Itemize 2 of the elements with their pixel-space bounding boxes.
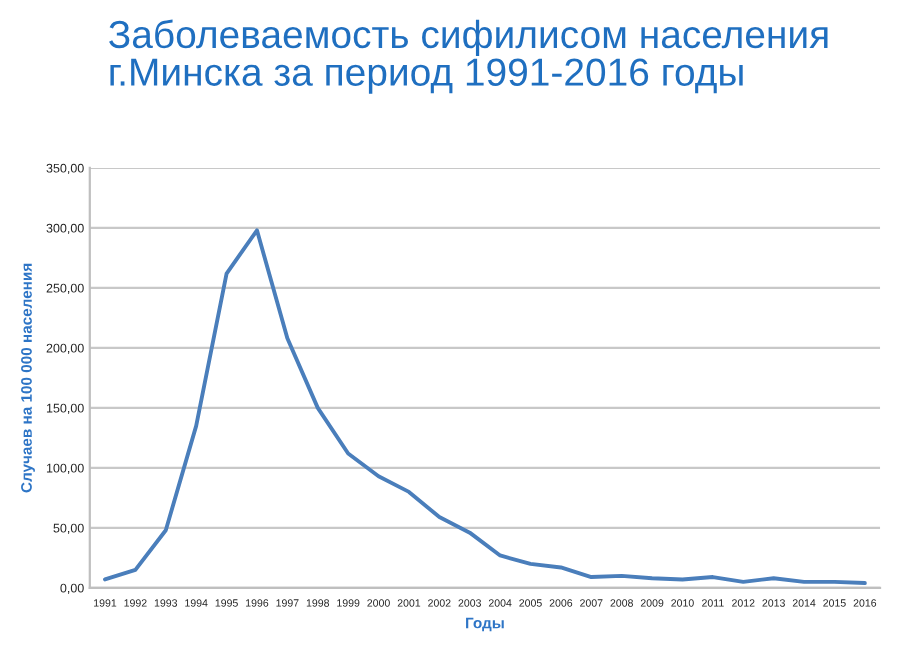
line-series — [103, 228, 867, 586]
chart-title: Заболеваемость сифилисом населения г.Минска за период 1991-2016 годы — [109, 19, 828, 94]
